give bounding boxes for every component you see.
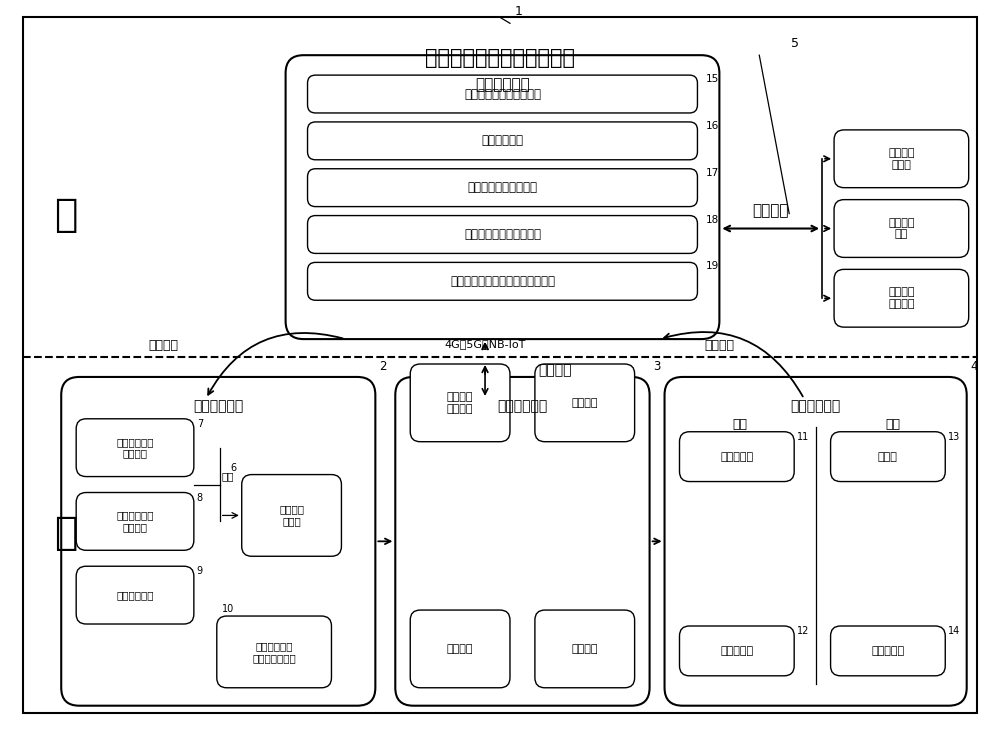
Text: 12: 12 [797,626,810,636]
FancyBboxPatch shape [680,432,794,482]
Text: 激光投影器: 激光投影器 [871,646,904,656]
Text: 后端分析模块: 后端分析模块 [481,134,523,147]
FancyBboxPatch shape [535,610,635,687]
Text: 4: 4 [971,360,978,373]
Text: 8: 8 [197,493,203,502]
Text: 边缘计算: 边缘计算 [572,644,598,654]
Text: 大型车辆盲区双向预警系统: 大型车辆盲区双向预警系统 [425,48,575,69]
Text: 车内: 车内 [733,418,748,432]
Text: 多传感器
数据融合: 多传感器 数据融合 [447,392,473,413]
Text: 3: 3 [654,360,661,373]
Text: 交管中心
平台: 交管中心 平台 [888,218,915,239]
Text: 双向预警模块: 双向预警模块 [790,399,841,413]
Text: 10: 10 [222,604,234,614]
Text: 大型车辆行驶记录信息库: 大型车辆行驶记录信息库 [464,87,541,101]
Text: 驾驶状态视频
传感器（选配）: 驾驶状态视频 传感器（选配） [252,641,296,663]
Text: 14: 14 [948,626,961,636]
FancyBboxPatch shape [308,122,697,160]
Text: 前端感知模块: 前端感知模块 [193,399,243,413]
Text: 转弯感知模块: 转弯感知模块 [116,590,154,600]
FancyBboxPatch shape [76,418,194,477]
Text: 17: 17 [705,168,719,178]
FancyBboxPatch shape [831,432,945,482]
Text: 车辆管理
所平台: 车辆管理 所平台 [888,148,915,170]
FancyBboxPatch shape [410,610,510,687]
Text: 6: 6 [231,463,237,472]
Text: 驾驶风险干预与管理模块（选配）: 驾驶风险干预与管理模块（选配） [450,275,555,288]
Text: 车外: 车外 [886,418,901,432]
FancyBboxPatch shape [834,269,969,327]
FancyBboxPatch shape [61,377,375,706]
FancyBboxPatch shape [286,55,719,339]
FancyBboxPatch shape [308,75,697,113]
FancyBboxPatch shape [395,377,650,706]
FancyBboxPatch shape [308,216,697,254]
FancyBboxPatch shape [308,168,697,206]
Text: 闭环优化: 闭环优化 [148,339,178,352]
Text: 声光告警器: 声光告警器 [720,646,753,656]
Text: 13: 13 [948,432,961,442]
FancyBboxPatch shape [308,262,697,300]
Text: 16: 16 [705,121,719,131]
Text: 车辆运营
企业平台: 车辆运营 企业平台 [888,287,915,309]
Text: 毫米波传感器
（选配）: 毫米波传感器 （选配） [116,510,154,532]
FancyBboxPatch shape [76,566,194,624]
Text: 蜂鸣器: 蜂鸣器 [878,452,898,461]
Text: 报警联动模块（选配）: 报警联动模块（选配） [467,182,537,194]
Text: 7: 7 [197,418,203,429]
Text: 视频显示器: 视频显示器 [720,452,753,461]
Text: 边云协同: 边云协同 [538,363,572,377]
FancyBboxPatch shape [834,200,969,257]
Text: 18: 18 [705,214,719,225]
FancyBboxPatch shape [834,130,969,187]
FancyBboxPatch shape [680,626,794,676]
Text: 共享开放: 共享开放 [752,203,789,219]
Text: 渣土车监管模块（选配）: 渣土车监管模块（选配） [464,228,541,241]
Text: 前端分析模块: 前端分析模块 [497,399,548,413]
Text: 2: 2 [379,360,387,373]
Text: 11: 11 [797,432,809,442]
FancyBboxPatch shape [665,377,967,706]
Text: 闭环优化: 闭环优化 [704,339,734,352]
FancyBboxPatch shape [217,616,331,687]
Text: 9: 9 [197,566,203,576]
Text: 15: 15 [705,74,719,84]
Text: 云端管控平台: 云端管控平台 [475,77,530,92]
Text: 云: 云 [55,195,78,233]
Text: 机器视觉: 机器视觉 [572,398,598,408]
Text: 5: 5 [791,37,799,50]
Text: 1: 1 [515,5,523,18]
FancyBboxPatch shape [410,364,510,442]
FancyBboxPatch shape [831,626,945,676]
Text: 超声波传感器
（选配）: 超声波传感器 （选配） [116,437,154,459]
Text: 红外视频
传感器: 红外视频 传感器 [279,504,304,526]
FancyBboxPatch shape [535,364,635,442]
Text: 4G、5G、NB-IoT: 4G、5G、NB-IoT [444,339,526,349]
Text: 边: 边 [55,515,78,553]
Text: 辅助: 辅助 [222,472,234,482]
Text: 深度学习: 深度学习 [447,644,473,654]
FancyBboxPatch shape [76,493,194,550]
Text: 19: 19 [705,262,719,271]
FancyBboxPatch shape [242,475,341,556]
